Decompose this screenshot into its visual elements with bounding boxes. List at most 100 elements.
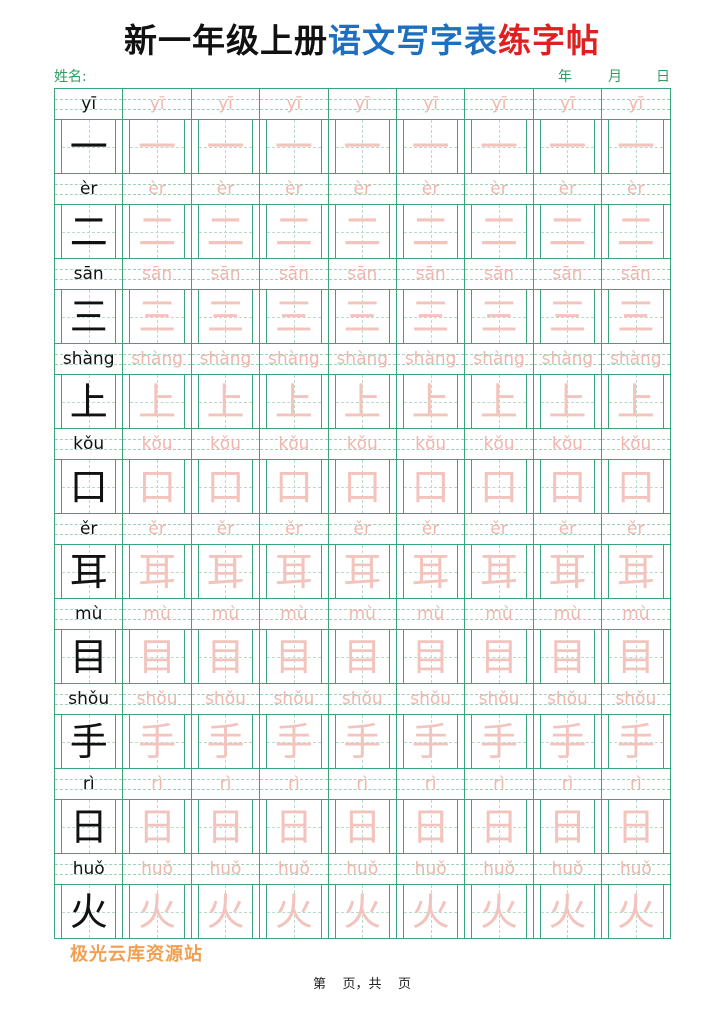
character-row: 耳耳耳耳耳耳耳耳耳 bbox=[55, 545, 671, 599]
character-trace-cell: 耳 bbox=[191, 545, 261, 599]
character-text: 手 bbox=[343, 720, 382, 764]
tianzige-box: 二 bbox=[266, 205, 322, 258]
pinyin-text: sān bbox=[347, 264, 378, 284]
pinyin-text: kǒu bbox=[415, 434, 447, 454]
tianzige-box: 日 bbox=[61, 800, 117, 853]
tianzige-box: 目 bbox=[129, 630, 185, 683]
character-trace-cell: 三 bbox=[260, 290, 329, 344]
character-text: 上 bbox=[411, 380, 450, 424]
pinyin-text: ěr bbox=[216, 519, 235, 539]
character-text: 耳 bbox=[616, 550, 655, 594]
character-trace-cell: 三 bbox=[602, 290, 671, 344]
pinyin-text: kǒu bbox=[620, 434, 652, 454]
tianzige-box: 上 bbox=[608, 375, 664, 428]
pinyin-text: èr bbox=[490, 179, 508, 199]
character-text: 日 bbox=[480, 805, 519, 849]
pinyin-trace-cell: yī bbox=[602, 89, 671, 120]
tianzige-box: 耳 bbox=[334, 545, 390, 598]
tianzige-box: 耳 bbox=[197, 545, 254, 598]
character-text: 口 bbox=[616, 465, 655, 509]
tianzige-box: 日 bbox=[539, 800, 596, 853]
pinyin-text: sān bbox=[142, 264, 173, 284]
character-text: 日 bbox=[274, 805, 313, 849]
pinyin-trace-cell: èr bbox=[328, 174, 397, 205]
character-text: 二 bbox=[411, 210, 450, 254]
pinyin-text: sān bbox=[620, 264, 651, 284]
character-text: 手 bbox=[480, 720, 519, 764]
pinyin-text: huǒ bbox=[346, 859, 379, 879]
tianzige-box: 火 bbox=[197, 885, 254, 938]
pinyin-trace-cell: mù bbox=[396, 599, 466, 630]
tianzige-box: 手 bbox=[61, 715, 117, 768]
character-text: 目 bbox=[480, 635, 519, 679]
character-text: 口 bbox=[274, 465, 313, 509]
tianzige-box: 口 bbox=[539, 460, 596, 513]
pinyin-text: yī bbox=[286, 94, 302, 114]
tianzige-box: 日 bbox=[334, 800, 390, 853]
pinyin-text: shǒu bbox=[205, 689, 246, 709]
pinyin-row: rì rì rì rì rì rì rì rì rì bbox=[55, 769, 671, 800]
character-trace-cell: 上 bbox=[191, 375, 261, 429]
character-text: 耳 bbox=[548, 550, 587, 594]
pinyin-text: shǒu bbox=[273, 689, 315, 709]
character-trace-cell: 上 bbox=[396, 375, 466, 429]
pinyin-text: shǒu bbox=[547, 689, 588, 709]
character-text: 火 bbox=[274, 890, 313, 934]
character-trace-cell: 上 bbox=[260, 375, 329, 429]
character-trace-cell: 日 bbox=[602, 800, 671, 854]
tianzige-box: 日 bbox=[608, 800, 664, 853]
tianzige-box: 耳 bbox=[608, 545, 664, 598]
tianzige-box: 火 bbox=[61, 885, 117, 938]
character-text: 一 bbox=[548, 125, 587, 169]
character-trace-cell: 火 bbox=[191, 885, 261, 939]
pinyin-model-cell: èr bbox=[55, 174, 124, 205]
character-trace-cell: 手 bbox=[123, 715, 192, 769]
character-text: 手 bbox=[206, 720, 245, 764]
pinyin-trace-cell: sān bbox=[602, 259, 671, 290]
character-text: 二 bbox=[616, 210, 655, 254]
pinyin-row: mù mù mù mù mù mù mù mù mù bbox=[55, 599, 671, 630]
day-label: 日 bbox=[656, 69, 670, 85]
pinyin-text: ěr bbox=[79, 519, 98, 539]
pinyin-trace-cell: mù bbox=[260, 599, 329, 630]
pinyin-text: yī bbox=[560, 94, 575, 114]
tianzige-box: 目 bbox=[61, 630, 117, 683]
tianzige-box: 手 bbox=[402, 715, 459, 768]
pinyin-trace-cell: mù bbox=[602, 599, 671, 630]
character-trace-cell: 三 bbox=[533, 290, 603, 344]
tianzige-box: 耳 bbox=[266, 545, 322, 598]
pinyin-text: huǒ bbox=[209, 859, 242, 879]
character-trace-cell: 日 bbox=[260, 800, 329, 854]
character-text: 耳 bbox=[480, 550, 519, 594]
character-model-cell: 口 bbox=[55, 460, 124, 514]
pinyin-text: mù bbox=[553, 604, 582, 624]
character-text: 目 bbox=[206, 635, 245, 679]
character-trace-cell: 口 bbox=[260, 460, 329, 514]
character-trace-cell: 上 bbox=[533, 375, 603, 429]
character-trace-cell: 手 bbox=[191, 715, 261, 769]
pinyin-text: yī bbox=[423, 94, 439, 114]
character-text: 日 bbox=[69, 805, 108, 849]
character-trace-cell: 口 bbox=[396, 460, 466, 514]
character-text: 一 bbox=[411, 125, 450, 169]
tianzige-box: 一 bbox=[539, 120, 596, 173]
character-model-cell: 目 bbox=[55, 630, 124, 684]
character-trace-cell: 手 bbox=[602, 715, 671, 769]
pinyin-trace-cell: kǒu bbox=[260, 429, 329, 460]
character-text: 火 bbox=[138, 890, 177, 934]
character-text: 火 bbox=[616, 890, 655, 934]
character-trace-cell: 火 bbox=[533, 885, 603, 939]
character-trace-cell: 耳 bbox=[260, 545, 329, 599]
tianzige-box: 口 bbox=[608, 460, 664, 513]
character-text: 三 bbox=[69, 295, 108, 339]
character-trace-cell: 火 bbox=[396, 885, 466, 939]
pinyin-trace-cell: kǒu bbox=[602, 429, 671, 460]
character-trace-cell: 手 bbox=[260, 715, 329, 769]
pinyin-row: kǒu kǒu kǒu kǒu kǒu kǒu kǒu kǒu kǒu bbox=[55, 429, 671, 460]
character-text: 一 bbox=[69, 125, 108, 169]
tianzige-box: 三 bbox=[197, 290, 254, 343]
pinyin-trace-cell: rì bbox=[602, 769, 671, 800]
pinyin-text: yī bbox=[628, 94, 644, 114]
pinyin-text: shàng bbox=[404, 349, 457, 369]
pinyin-text: èr bbox=[148, 179, 166, 199]
